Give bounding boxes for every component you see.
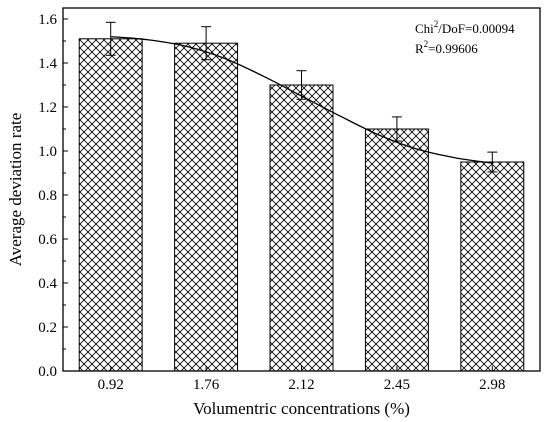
x-tick-label: 0.92 (98, 377, 124, 393)
y-tick-label: 0.8 (38, 188, 57, 204)
y-tick-label: 1.6 (38, 12, 57, 28)
bar (78, 38, 143, 372)
bar (269, 84, 334, 372)
y-tick-label: 1.4 (38, 56, 57, 72)
chi-main: Chi (415, 21, 434, 36)
x-tick-label: 2.12 (288, 377, 314, 393)
r-squared-annotation: R2=0.99606 (415, 39, 478, 56)
y-tick-label: 1.2 (38, 100, 57, 116)
chi-square-annotation: Chi2/DoF=0.00094 (415, 19, 515, 36)
error-bar (487, 151, 498, 173)
y-tick-label: 0.2 (38, 320, 57, 336)
y-axis-ticks: 0.0 0.2 0.4 0.6 0.8 1.0 1.2 1.4 1.6 (38, 12, 68, 380)
x-tick-label: 2.98 (479, 377, 505, 393)
x-tick-label: 1.76 (193, 377, 220, 393)
r-rest: =0.99606 (428, 41, 478, 56)
bar (364, 128, 429, 372)
y-tick-label: 0.4 (38, 276, 57, 292)
x-axis-label: Volumentric concentrations (%) (193, 399, 410, 418)
y-tick-label: 1.0 (38, 144, 57, 160)
x-axis-ticks: 0.92 1.76 2.12 2.45 2.98 (98, 366, 505, 393)
y-tick-label: 0.0 (38, 364, 57, 380)
error-bar (105, 21, 116, 56)
fit-curve (110, 35, 493, 164)
fit-curve-layer (110, 35, 493, 164)
r-main: R (415, 41, 424, 56)
chi-rest: /DoF=0.00094 (438, 21, 515, 36)
y-axis-label: Average deviation rate (6, 113, 25, 267)
r-superscript: 2 (424, 39, 429, 49)
error-bars-layer (105, 21, 498, 173)
x-tick-label: 2.45 (384, 377, 410, 393)
bar (460, 161, 525, 372)
error-bar (201, 26, 212, 61)
chi-superscript: 2 (434, 19, 439, 29)
y-tick-label: 0.6 (38, 232, 57, 248)
error-bar (296, 70, 307, 100)
bar (174, 42, 239, 372)
